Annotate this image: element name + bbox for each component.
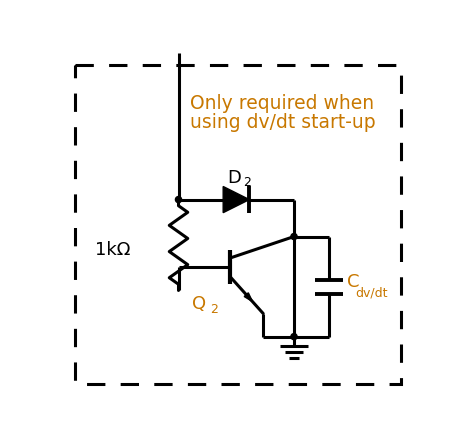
Text: C: C <box>346 273 359 291</box>
Text: dv/dt: dv/dt <box>355 286 387 299</box>
Circle shape <box>175 197 181 202</box>
Text: 2: 2 <box>210 303 218 316</box>
Text: 1kΩ: 1kΩ <box>95 241 131 258</box>
Polygon shape <box>223 186 249 213</box>
Text: Only required when: Only required when <box>190 94 374 113</box>
Circle shape <box>290 234 296 240</box>
Polygon shape <box>244 293 252 301</box>
Text: 2: 2 <box>243 176 250 189</box>
Circle shape <box>290 333 296 340</box>
Text: Q: Q <box>192 294 206 313</box>
Text: using dv/dt start-up: using dv/dt start-up <box>189 113 375 132</box>
Text: D: D <box>226 169 240 187</box>
